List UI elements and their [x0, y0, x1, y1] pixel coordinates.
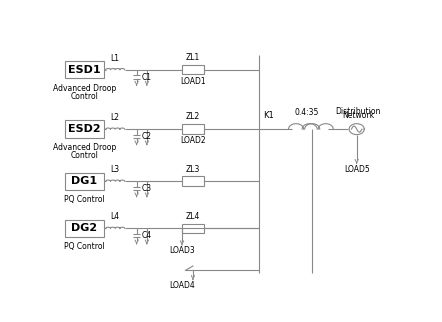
Text: Control: Control: [70, 151, 98, 160]
Text: ESD2: ESD2: [68, 124, 101, 134]
Bar: [182, 65, 204, 74]
Text: ESD1: ESD1: [68, 65, 101, 75]
Text: LOAD5: LOAD5: [344, 165, 370, 174]
Text: Network: Network: [343, 111, 374, 120]
Text: L4: L4: [110, 213, 120, 221]
Text: ZL3: ZL3: [186, 165, 200, 174]
Text: LOAD3: LOAD3: [169, 246, 195, 255]
Text: L1: L1: [110, 54, 120, 63]
Text: LOAD1: LOAD1: [180, 77, 206, 86]
Text: PQ Control: PQ Control: [64, 195, 105, 204]
Text: Advanced Droop: Advanced Droop: [53, 84, 116, 93]
Text: Distribution: Distribution: [336, 107, 381, 116]
Text: Advanced Droop: Advanced Droop: [53, 143, 116, 152]
Bar: [65, 61, 104, 78]
Text: ZL1: ZL1: [186, 53, 200, 62]
Text: ZL4: ZL4: [186, 212, 200, 221]
Bar: [182, 124, 204, 134]
Text: LOAD2: LOAD2: [180, 136, 206, 145]
Text: PQ Control: PQ Control: [64, 242, 105, 251]
Text: L3: L3: [110, 165, 120, 174]
Bar: [65, 173, 104, 190]
Text: L2: L2: [110, 113, 120, 122]
Bar: [182, 223, 204, 233]
Text: C2: C2: [141, 132, 152, 141]
Text: C1: C1: [141, 72, 152, 81]
Text: DG2: DG2: [71, 223, 97, 233]
Text: DG1: DG1: [71, 176, 97, 186]
Text: K1: K1: [263, 111, 274, 120]
Bar: [65, 220, 104, 237]
Text: 0.4:35: 0.4:35: [295, 108, 319, 117]
Text: LOAD4: LOAD4: [169, 281, 195, 290]
Bar: [65, 120, 104, 138]
Text: Control: Control: [70, 92, 98, 101]
Text: C3: C3: [141, 184, 152, 193]
Text: ZL2: ZL2: [186, 112, 200, 121]
Text: C4: C4: [141, 231, 152, 240]
Bar: [182, 176, 204, 186]
